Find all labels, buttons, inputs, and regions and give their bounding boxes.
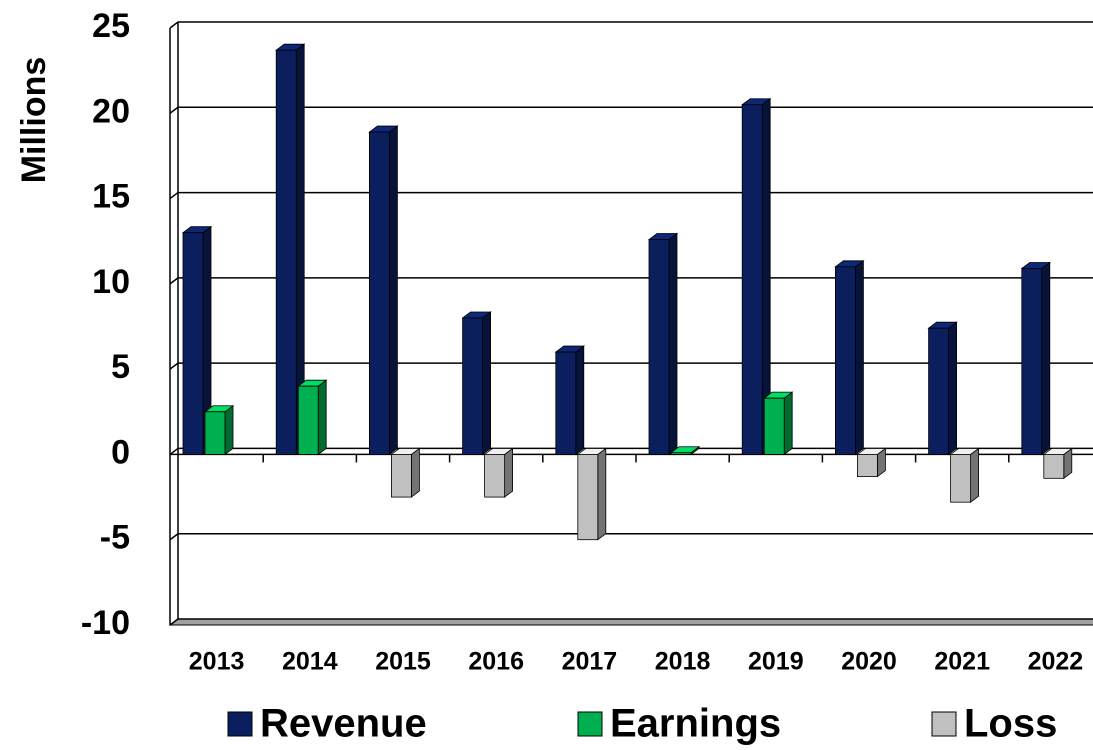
bar-front (297, 385, 319, 455)
bar-front (763, 397, 785, 455)
bar-front (484, 454, 506, 498)
x-tick-label: 2017 (562, 648, 618, 676)
bar (1020, 261, 1052, 456)
bar-front (368, 131, 390, 455)
x-tick-label: 2014 (282, 648, 338, 676)
x-tick-label: 2018 (655, 648, 711, 676)
y-tick-label: 15 (92, 178, 130, 216)
bar-front (182, 232, 204, 455)
bar-side (482, 311, 492, 456)
bar (390, 447, 421, 498)
bar-side (388, 125, 398, 456)
bar (949, 447, 980, 503)
bar (181, 225, 213, 456)
grid-line-side (169, 191, 179, 200)
bar (669, 445, 701, 456)
y-tick-label: -5 (100, 519, 130, 557)
bar (297, 379, 328, 456)
bar-front (275, 49, 297, 455)
bar (1042, 447, 1074, 480)
y-tick-label: 5 (111, 348, 130, 386)
bar (483, 447, 514, 498)
legend-swatch (577, 711, 603, 737)
bar-front (204, 411, 226, 455)
x-tick-label: 2020 (841, 648, 897, 676)
legend-swatch (227, 711, 253, 737)
bar (927, 321, 958, 456)
x-tick-label: 2016 (468, 648, 524, 676)
bar-front (741, 104, 763, 455)
bar (647, 232, 679, 456)
bar (461, 311, 492, 456)
bar (554, 345, 585, 456)
bar-front (555, 351, 577, 455)
x-tick-label: 2013 (189, 648, 245, 676)
y-tick-label: 20 (92, 92, 130, 130)
y-tick-label: 0 (111, 433, 130, 471)
bar-side (1041, 261, 1051, 456)
bar (203, 404, 235, 456)
bar (576, 447, 607, 541)
grid-line-side (169, 106, 179, 114)
bar (834, 259, 865, 456)
legend-label: Earnings (610, 702, 781, 746)
grid-line-side (169, 21, 179, 29)
bar-side (317, 379, 327, 456)
y-tick-label: 25 (92, 7, 130, 45)
bar-side (668, 232, 678, 456)
x-tick-label: 2015 (375, 648, 431, 676)
bar-front (1043, 454, 1065, 479)
x-tick-label: 2022 (1028, 648, 1084, 676)
grid-line-side (169, 533, 179, 541)
bar-front (577, 454, 599, 541)
grid-line-side (169, 447, 179, 456)
bar-front (1021, 268, 1043, 455)
bar-side (970, 447, 979, 503)
bar-side (783, 391, 793, 456)
bar-side (504, 447, 513, 498)
y-tick-label: 10 (92, 263, 130, 301)
bar-front (648, 239, 670, 455)
bar (275, 43, 306, 456)
y-axis-label: Millions (15, 57, 53, 184)
bar-front (462, 317, 484, 455)
bar-front (835, 266, 856, 455)
x-tick-label: 2019 (748, 648, 804, 676)
bar (856, 447, 887, 478)
bar-front (950, 454, 971, 503)
legend-swatch (931, 711, 957, 737)
x-tick-label: 2021 (934, 648, 990, 676)
bar-side (224, 404, 234, 456)
bar-front (670, 452, 692, 455)
bar-side (575, 345, 585, 456)
legend-label: Revenue (260, 702, 427, 746)
legend-label: Loss (964, 702, 1057, 746)
bar-front (390, 454, 412, 498)
grid-line-side (169, 618, 179, 626)
bar-side (410, 447, 420, 498)
grid-line-side (169, 277, 179, 285)
bar (763, 391, 794, 456)
bar (368, 125, 399, 456)
floor (168, 618, 1093, 626)
bar-front (857, 454, 878, 478)
grid-line-side (169, 362, 179, 370)
bar-side (948, 321, 957, 456)
bar-side (855, 259, 864, 456)
bar-front (928, 327, 949, 455)
bar-side (597, 447, 607, 541)
y-tick-label: -10 (81, 604, 130, 642)
